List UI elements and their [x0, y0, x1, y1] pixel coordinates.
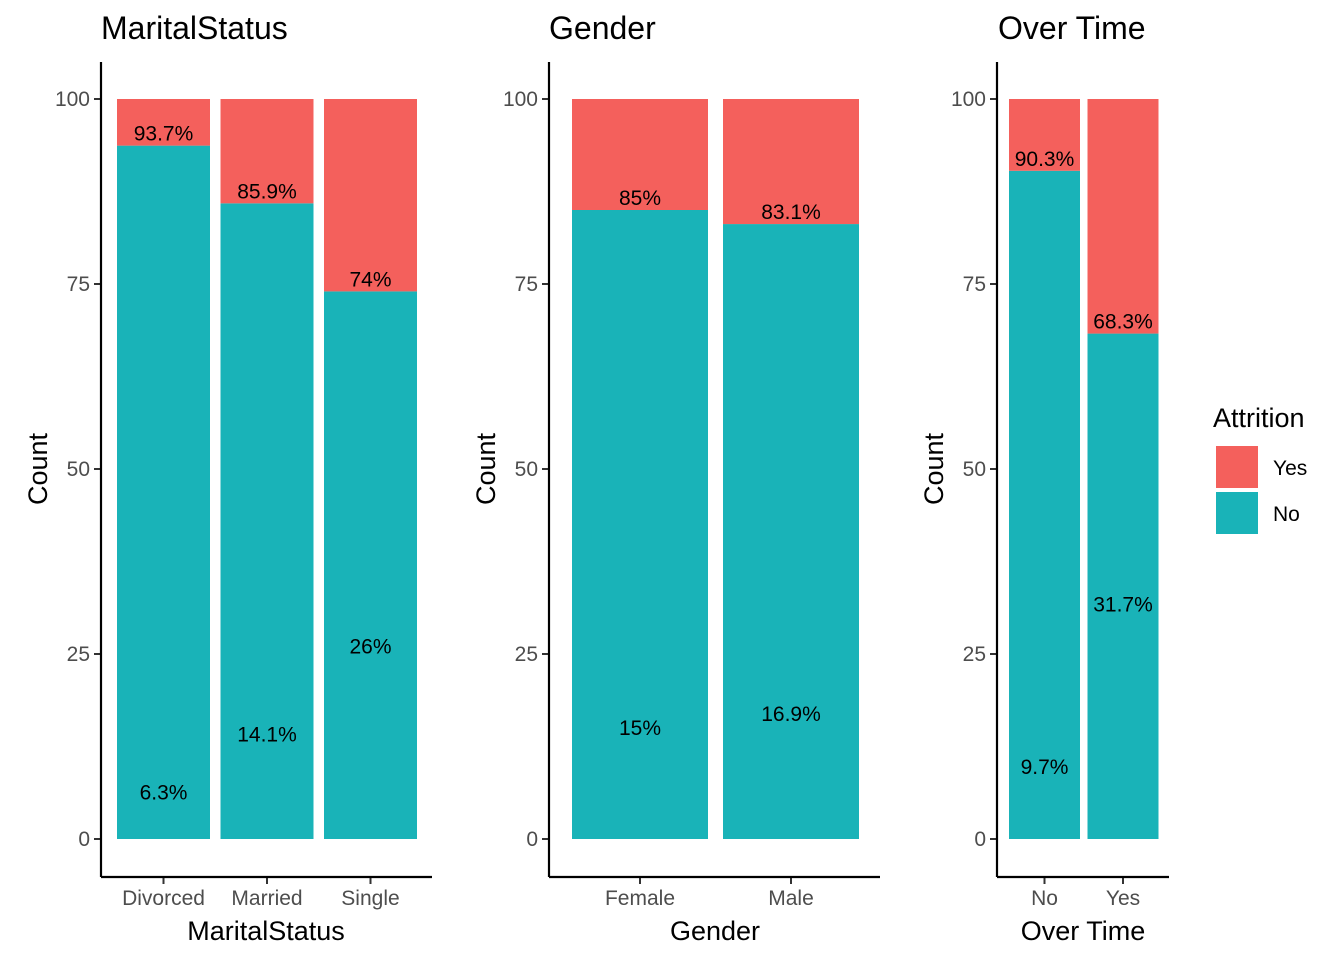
panel-title: Gender	[549, 10, 656, 46]
data-label-no: 74%	[349, 268, 391, 291]
bar-segment-no	[220, 203, 314, 840]
data-label-yes: 16.9%	[761, 703, 821, 726]
bar-segment-no	[324, 291, 417, 839]
x-tick-label: Female	[605, 887, 675, 910]
y-tick-label: 75	[963, 273, 986, 296]
plot-layer: 93.7% 6.3% Divorced 85.9% 14.1% Married 74% 26%…	[55, 62, 1169, 910]
data-label-no: 90.3%	[1015, 148, 1075, 171]
data-label-yes: 26%	[349, 636, 391, 659]
bar-segment-yes	[723, 99, 859, 225]
bar-segment-yes	[117, 99, 210, 146]
y-tick-label: 25	[67, 643, 90, 666]
y-tick-label: 75	[515, 273, 538, 296]
data-label-yes: 15%	[619, 717, 661, 740]
bar-segment-yes	[1087, 99, 1159, 334]
bar-segment-yes	[220, 99, 314, 204]
x-tick-label: Single	[341, 887, 399, 910]
data-label-no: 68.3%	[1093, 311, 1153, 334]
panel-title: Over Time	[998, 10, 1146, 46]
x-tick-label: Married	[231, 887, 302, 910]
legend-title: Attrition	[1213, 403, 1305, 433]
panel-title: MaritalStatus	[101, 10, 288, 46]
bar-segment-no	[117, 145, 210, 839]
bar-segment-no	[1009, 170, 1080, 839]
bar-segment-no	[1087, 333, 1159, 839]
y-tick-label: 0	[78, 828, 90, 851]
x-axis-title: Over Time	[1021, 916, 1146, 946]
x-tick-label: Yes	[1106, 887, 1140, 910]
data-label-yes: 9.7%	[1021, 756, 1069, 779]
data-label-yes: 14.1%	[237, 724, 297, 747]
y-tick-label: 100	[503, 88, 538, 111]
panel-overtime: Over Time Count Over Time	[919, 10, 1146, 946]
x-tick-label: Divorced	[122, 887, 205, 910]
y-tick-label: 75	[67, 273, 90, 296]
legend-key-yes	[1216, 446, 1258, 488]
bar-segment-no	[572, 210, 708, 839]
y-tick-label: 100	[951, 88, 986, 111]
y-tick-label: 0	[526, 828, 538, 851]
y-tick-label: 25	[963, 643, 986, 666]
legend: Attrition Yes No	[1213, 403, 1307, 534]
panel-gender: Gender Count Gender	[471, 10, 760, 946]
data-label-no: 83.1%	[761, 201, 821, 224]
y-axis-title: Count	[23, 432, 53, 505]
data-label-no: 85%	[619, 187, 661, 210]
y-tick-label: 25	[515, 643, 538, 666]
y-axis-title: Count	[471, 432, 501, 505]
bar-segment-no	[723, 224, 859, 839]
data-label-yes: 6.3%	[140, 781, 188, 804]
panel-maritalstatus: MaritalStatus Count MaritalStatus	[23, 10, 345, 946]
y-tick-label: 0	[974, 828, 986, 851]
y-tick-label: 100	[55, 88, 90, 111]
y-tick-label: 50	[515, 458, 538, 481]
y-tick-label: 50	[67, 458, 90, 481]
bar-segment-yes	[324, 99, 417, 292]
x-axis-title: Gender	[670, 916, 760, 946]
legend-label-no: No	[1273, 503, 1300, 526]
y-axis-title: Count	[919, 432, 949, 505]
x-tick-label: No	[1031, 887, 1058, 910]
x-tick-label: Male	[768, 887, 814, 910]
legend-label-yes: Yes	[1273, 457, 1307, 480]
data-label-yes: 31.7%	[1093, 593, 1153, 616]
legend-key-no	[1216, 492, 1258, 534]
data-label-no: 85.9%	[237, 180, 297, 203]
x-axis-title: MaritalStatus	[187, 916, 345, 946]
data-label-no: 93.7%	[134, 123, 194, 146]
bar-segment-yes	[1009, 99, 1080, 171]
bar-segment-yes	[572, 99, 708, 210]
y-tick-label: 50	[963, 458, 986, 481]
